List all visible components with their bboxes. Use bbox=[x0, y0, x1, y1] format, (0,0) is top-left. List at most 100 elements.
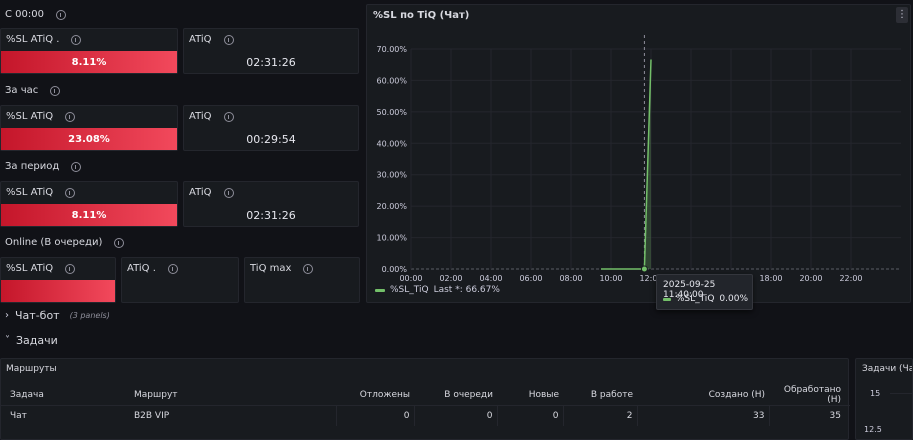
y-tick-label: 30.00% bbox=[376, 171, 407, 180]
chevron-down-icon: ˅ bbox=[5, 335, 10, 346]
chart-legend[interactable]: %SL_TiQ Last *: 66.67% bbox=[375, 285, 500, 295]
col-header[interactable]: Создано (Н) bbox=[708, 390, 765, 400]
info-icon[interactable] bbox=[223, 34, 234, 45]
chart-plot: 0.00% 10.00% 20.00% 30.00% 40.00% 50.00% 60.00… bbox=[376, 35, 901, 283]
chart-panel[interactable]: %SL по TiQ (Чат) ⋮ 0.00% 10.00% 20.00% 30.0… bbox=[366, 4, 911, 310]
chevron-right-icon: › bbox=[5, 310, 9, 321]
side-y-tick: 15 bbox=[870, 389, 881, 398]
side-grid-line bbox=[890, 393, 912, 394]
col-header[interactable]: Отложены bbox=[359, 390, 410, 400]
hover-point bbox=[640, 265, 648, 273]
tooltip-value: 0.00% bbox=[719, 294, 748, 304]
x-tick-label: 06:00 bbox=[519, 274, 542, 283]
table-title: Маршруты bbox=[6, 364, 57, 374]
side-tasks-panel[interactable]: Задачи (Ча 15 12.5 bbox=[855, 358, 913, 440]
chart-tooltip: 2025-09-25 11:40:00 %SL_TiQ 0.00% bbox=[656, 274, 753, 310]
col-header[interactable]: Маршрут bbox=[134, 390, 178, 400]
stat-panel-atiq-row3[interactable]: ATiQ 02:31:26 bbox=[183, 181, 359, 227]
cell-new: 0 bbox=[496, 405, 563, 426]
row-chatbot-title: Чат-бот bbox=[15, 309, 60, 322]
x-tick-label: 22:00 bbox=[839, 274, 862, 283]
cell-queued: 0 bbox=[413, 405, 497, 426]
sl-value-bar bbox=[1, 280, 115, 302]
col-header[interactable]: В очереди bbox=[444, 390, 493, 400]
x-tick-label: 20:00 bbox=[799, 274, 822, 283]
section-title-online: Online (В очереди) bbox=[5, 237, 125, 248]
legend-swatch bbox=[375, 288, 385, 292]
side-panel-title: Задачи (Ча bbox=[862, 364, 913, 374]
info-icon[interactable] bbox=[71, 34, 82, 45]
row-tasks-title: Задачи bbox=[16, 334, 58, 347]
chart-title: %SL по TiQ (Чат) bbox=[373, 10, 470, 21]
info-icon[interactable] bbox=[223, 111, 234, 122]
stat-panel-sl-row4[interactable]: %SL ATiQ bbox=[0, 257, 116, 303]
legend-last-value: Last *: 66.67% bbox=[433, 285, 500, 295]
stat-panel-atiq-row4[interactable]: ATiQ . bbox=[121, 257, 239, 303]
col-header[interactable]: Задача bbox=[10, 390, 44, 400]
x-tick-label: 08:00 bbox=[559, 274, 582, 283]
atiq-value: 00:29:54 bbox=[246, 133, 296, 146]
y-tick-label: 40.00% bbox=[376, 139, 407, 148]
y-tick-label: 50.00% bbox=[376, 108, 407, 117]
cell-processed: 35 bbox=[768, 405, 850, 426]
stat-panel-tiqmax-row4[interactable]: TiQ max bbox=[244, 257, 360, 303]
stat-panel-atiq-row1[interactable]: ATiQ 02:31:26 bbox=[183, 28, 359, 74]
stat-panel-atiq-row2[interactable]: ATiQ 00:29:54 bbox=[183, 105, 359, 151]
stat-panel-sl-row2[interactable]: %SL ATiQ 23.08% bbox=[0, 105, 178, 151]
info-icon[interactable] bbox=[65, 263, 76, 274]
stat-panel-sl-row3[interactable]: %SL ATiQ 8.11% bbox=[0, 181, 178, 227]
x-tick-label: 00:00 bbox=[399, 274, 422, 283]
col-header[interactable]: В работе bbox=[590, 390, 633, 400]
series-area bbox=[601, 59, 651, 269]
x-tick-label: 10:00 bbox=[599, 274, 622, 283]
table-header-row: Задача Маршрут Отложены В очереди Новые … bbox=[1, 385, 850, 406]
series-line bbox=[601, 59, 652, 270]
info-icon[interactable] bbox=[55, 9, 66, 20]
y-tick-label: 20.00% bbox=[376, 202, 407, 211]
cell-in-progress: 2 bbox=[562, 405, 637, 426]
info-icon[interactable] bbox=[65, 111, 76, 122]
y-tick-label: 60.00% bbox=[376, 76, 407, 85]
sl-value-bar: 23.08% bbox=[1, 128, 177, 150]
info-icon[interactable] bbox=[223, 187, 234, 198]
cell-deferred: 0 bbox=[335, 405, 414, 426]
x-tick-label: 02:00 bbox=[439, 274, 462, 283]
kebab-menu-icon[interactable]: ⋮ bbox=[896, 7, 908, 23]
sl-value-bar: 8.11% bbox=[1, 204, 177, 226]
cell-created: 33 bbox=[636, 405, 769, 426]
col-header[interactable]: Обработано (Н) bbox=[783, 385, 841, 405]
info-icon[interactable] bbox=[114, 237, 125, 248]
row-chatbot[interactable]: › Чат-бот (3 panels) bbox=[5, 309, 110, 322]
atiq-value: 02:31:26 bbox=[246, 209, 296, 222]
x-tick-label: 04:00 bbox=[479, 274, 502, 283]
info-icon[interactable] bbox=[65, 187, 76, 198]
row-panel-count: (3 panels) bbox=[69, 311, 110, 320]
stat-panel-sl-row1[interactable]: %SL ATiQ . 8.11% bbox=[0, 28, 178, 74]
tooltip-series: %SL_TiQ bbox=[675, 294, 715, 304]
side-y-tick: 12.5 bbox=[864, 425, 882, 434]
tooltip-swatch bbox=[663, 297, 671, 301]
routes-table-panel[interactable]: Маршруты Задача Маршрут Отложены В очере… bbox=[0, 358, 850, 440]
y-tick-label: 70.00% bbox=[376, 45, 407, 54]
y-tick-label: 0.00% bbox=[382, 265, 408, 274]
info-icon[interactable] bbox=[167, 263, 178, 274]
info-icon[interactable] bbox=[50, 85, 61, 96]
legend-series-name: %SL_TiQ bbox=[390, 285, 429, 295]
x-tick-label: 18:00 bbox=[759, 274, 782, 283]
section-title-since-midnight: С 00:00 bbox=[5, 9, 66, 20]
row-tasks[interactable]: ˅ Задачи bbox=[5, 334, 58, 347]
table-row[interactable]: Чат B2B VIP 0 0 0 2 33 35 bbox=[1, 405, 850, 426]
info-icon[interactable] bbox=[303, 263, 314, 274]
tooltip-row: %SL_TiQ 0.00% bbox=[663, 294, 748, 304]
sl-value-bar: 8.11% bbox=[1, 51, 177, 73]
y-tick-label: 10.00% bbox=[376, 234, 407, 243]
x-tick-label: 12:00 bbox=[639, 274, 662, 283]
info-icon[interactable] bbox=[71, 161, 82, 172]
atiq-value: 02:31:26 bbox=[246, 56, 296, 69]
cell-task: Чат bbox=[1, 405, 130, 426]
section-title-period: За период bbox=[5, 161, 82, 172]
cell-route: B2B VIP bbox=[130, 405, 336, 426]
col-header[interactable]: Новые bbox=[528, 390, 559, 400]
routes-table: Задача Маршрут Отложены В очереди Новые … bbox=[1, 385, 850, 426]
tooltip-time: 2025-09-25 11:40:00 bbox=[663, 280, 716, 300]
